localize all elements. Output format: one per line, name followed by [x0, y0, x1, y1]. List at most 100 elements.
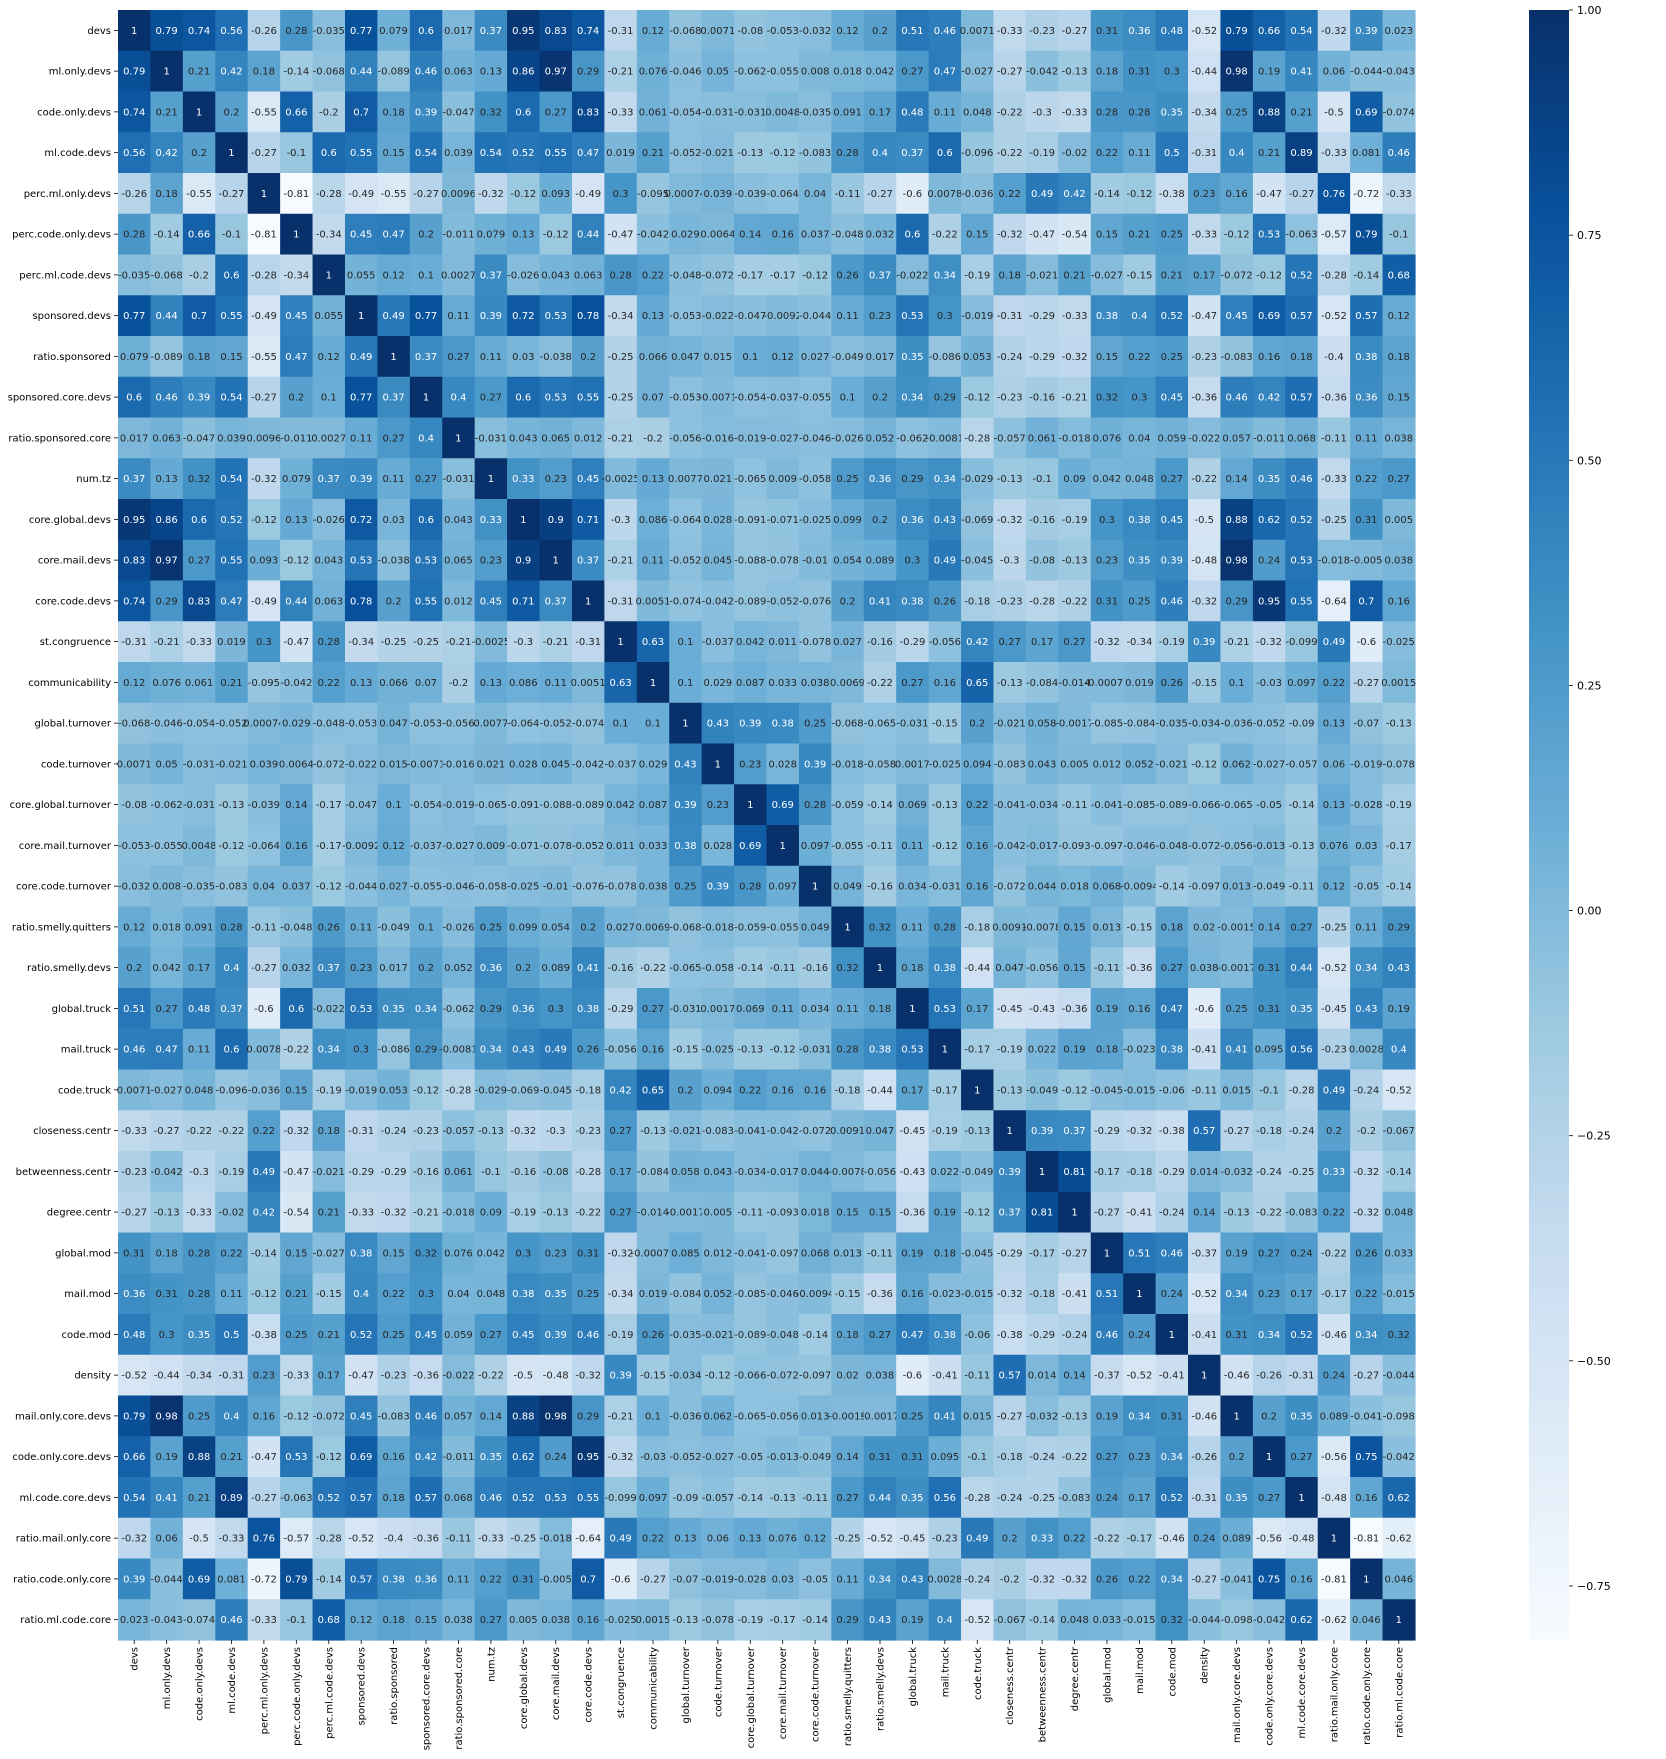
cell-value-label: 0.42	[1258, 393, 1280, 404]
heatmap-cell	[831, 662, 865, 704]
cell-value-label: -0.096	[961, 148, 993, 159]
cell-value-label: 0.6	[321, 148, 337, 159]
cell-value-label: -0.32	[121, 1534, 147, 1545]
heatmap-cell	[1188, 499, 1222, 541]
heatmap-cell	[377, 580, 411, 622]
cell-value-label: -0.29	[608, 1004, 634, 1015]
heatmap-cell	[571, 295, 605, 337]
heatmap-cell	[118, 376, 152, 419]
heatmap-cell	[993, 336, 1027, 378]
heatmap-cell	[1155, 539, 1189, 582]
heatmap-cell	[280, 702, 314, 745]
heatmap-cell	[409, 743, 443, 785]
cell-value-label: 0.27	[415, 474, 437, 485]
heatmap-cell	[636, 173, 670, 215]
cell-value-label: 0.56	[934, 1493, 956, 1504]
cell-value-label: 0.0017	[895, 759, 930, 770]
heatmap-cell	[312, 254, 346, 296]
heatmap-cell	[280, 417, 314, 459]
cell-value-label: -0.47	[283, 1167, 309, 1178]
heatmap-cell	[1090, 702, 1124, 745]
heatmap-cell	[539, 1069, 573, 1111]
heatmap-cell	[1123, 580, 1157, 622]
heatmap-cell	[571, 580, 605, 622]
heatmap-cell	[1220, 499, 1254, 541]
heatmap-cell	[1220, 336, 1254, 378]
cell-value-label: 0.31	[1226, 1330, 1248, 1341]
cell-value-label: 0.068	[444, 1493, 473, 1504]
heatmap-cell	[1317, 621, 1351, 663]
cell-value-label: -0.36	[1191, 393, 1217, 404]
cell-value-label: 0.36	[1128, 26, 1150, 37]
cell-value-label: 0.059	[444, 1330, 473, 1341]
heatmap-cell	[247, 417, 281, 459]
cell-value-label: -0.1	[287, 1615, 307, 1626]
cell-value-label: 0.47	[156, 1045, 178, 1056]
heatmap-cell	[766, 91, 800, 133]
cell-value-label: 0.068	[1287, 433, 1316, 444]
cell-value-label: 0.045	[541, 759, 570, 770]
heatmap-cell	[442, 295, 476, 337]
cell-value-label: 0.37	[415, 352, 437, 363]
heatmap-cell	[409, 376, 443, 419]
heatmap-cell	[442, 1069, 476, 1111]
cell-value-label: 0.042	[606, 800, 635, 811]
heatmap-cell	[1317, 825, 1351, 867]
heatmap-cell	[1123, 91, 1157, 133]
cell-value-label: 0.74	[123, 107, 145, 118]
heatmap-cell	[701, 50, 735, 93]
heatmap-cell	[539, 50, 573, 93]
x-tick-label: mail.truck	[940, 1647, 951, 1697]
heatmap-cell	[863, 173, 897, 215]
heatmap-cell	[215, 1151, 249, 1193]
cell-value-label: -0.29	[1029, 1330, 1055, 1341]
cell-value-label: -0.48	[543, 1371, 569, 1382]
heatmap-cell	[1155, 1028, 1189, 1071]
heatmap-cell	[831, 621, 865, 663]
cell-value-label: 0.018	[1060, 882, 1089, 893]
heatmap-cell	[474, 743, 508, 785]
cell-value-label: -0.54	[283, 1208, 309, 1219]
heatmap-cell	[1220, 50, 1254, 93]
cell-value-label: -0.048	[280, 922, 312, 933]
cell-value-label: 0.89	[1290, 148, 1312, 159]
cell-value-label: 0.46	[1226, 393, 1248, 404]
heatmap-cell	[215, 213, 249, 256]
heatmap-cell	[863, 50, 897, 93]
heatmap-cell	[539, 906, 573, 948]
heatmap-cell	[344, 173, 378, 215]
heatmap-cell	[1025, 499, 1059, 541]
heatmap-cell	[734, 743, 768, 785]
cell-value-label: 0.34	[1355, 963, 1377, 974]
heatmap-cell	[377, 336, 411, 378]
cell-value-label: 1	[261, 189, 267, 200]
cell-value-label: 0.62	[512, 1452, 534, 1463]
heatmap-cell	[1123, 132, 1157, 174]
cell-value-label: 0.11	[447, 311, 469, 322]
heatmap-cell	[571, 743, 605, 785]
cell-value-label: -0.018	[1058, 433, 1090, 444]
cell-value-label: 0.54	[1290, 26, 1312, 37]
cell-value-label: -0.029	[961, 474, 993, 485]
heatmap-cell	[766, 1151, 800, 1193]
heatmap-cell	[1350, 539, 1384, 582]
cell-value-label: 0.32	[1388, 1330, 1410, 1341]
cell-value-label: 0.14	[1226, 474, 1248, 485]
cell-value-label: 0.37	[999, 1208, 1021, 1219]
cell-value-label: 0.86	[156, 515, 178, 526]
cell-value-label: -0.32	[381, 1208, 407, 1219]
cell-value-label: -0.18	[1126, 1167, 1152, 1178]
cell-value-label: 0.21	[285, 1289, 307, 1300]
cell-value-label: -0.13	[640, 1126, 666, 1137]
cell-value-label: 0.091	[185, 922, 214, 933]
cell-value-label: 0.43	[869, 1615, 891, 1626]
cell-value-label: -0.078	[799, 637, 831, 648]
cell-value-label: 0.057	[444, 1411, 473, 1422]
cell-value-label: 0.17	[966, 1004, 988, 1015]
heatmap-cell	[766, 499, 800, 541]
heatmap-cell	[377, 662, 411, 704]
heatmap-cell	[1090, 947, 1124, 989]
cell-value-label: -0.17	[316, 841, 342, 852]
heatmap-cell	[1317, 1028, 1351, 1071]
cell-value-label: 0.16	[285, 841, 307, 852]
